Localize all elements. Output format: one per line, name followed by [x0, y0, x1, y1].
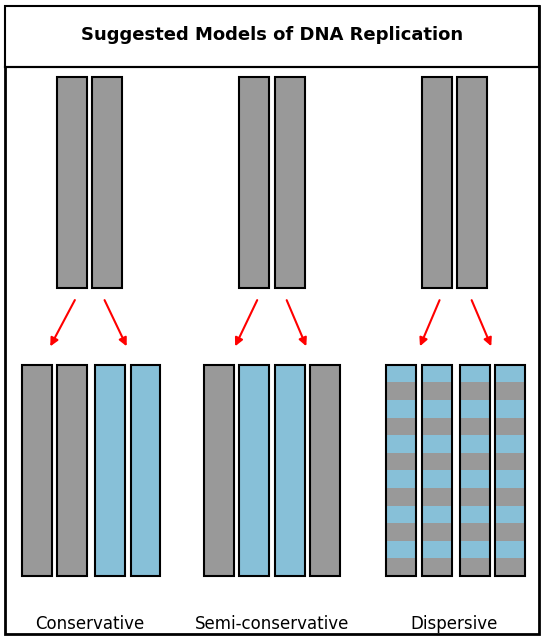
Bar — [386, 488, 416, 506]
Bar — [460, 383, 490, 400]
Bar — [457, 77, 487, 288]
Text: Semi-conservative: Semi-conservative — [195, 615, 349, 633]
Bar — [495, 488, 525, 506]
Bar — [131, 365, 160, 576]
Bar — [422, 418, 452, 435]
Text: Conservative: Conservative — [35, 615, 144, 633]
Bar — [495, 524, 525, 541]
Bar — [460, 453, 490, 470]
Bar — [422, 77, 452, 288]
Bar — [422, 558, 452, 576]
Text: Suggested Models of DNA Replication: Suggested Models of DNA Replication — [81, 26, 463, 44]
Bar — [460, 470, 490, 488]
Bar — [422, 383, 452, 400]
Bar — [386, 453, 416, 470]
Bar — [92, 77, 122, 288]
Bar — [460, 400, 490, 418]
Bar — [386, 365, 416, 576]
Bar — [460, 524, 490, 541]
Bar — [460, 488, 490, 506]
Bar — [460, 435, 490, 453]
Bar — [460, 365, 490, 383]
Bar — [495, 453, 525, 470]
Bar — [495, 506, 525, 524]
Bar — [495, 541, 525, 558]
Text: Dispersive: Dispersive — [411, 615, 498, 633]
Bar — [386, 558, 416, 576]
Bar — [495, 470, 525, 488]
Bar — [386, 365, 416, 383]
Bar — [386, 524, 416, 541]
Bar — [386, 400, 416, 418]
Bar — [495, 558, 525, 576]
Bar — [495, 435, 525, 453]
Bar — [495, 400, 525, 418]
Bar — [422, 541, 452, 558]
Bar — [422, 365, 452, 383]
Bar — [204, 365, 234, 576]
Bar — [495, 418, 525, 435]
Bar — [386, 435, 416, 453]
Bar — [495, 383, 525, 400]
Bar — [22, 365, 52, 576]
Bar — [310, 365, 340, 576]
Bar — [422, 453, 452, 470]
Bar — [460, 506, 490, 524]
Bar — [386, 383, 416, 400]
FancyBboxPatch shape — [5, 6, 539, 634]
Bar — [422, 470, 452, 488]
Bar — [275, 365, 305, 576]
Bar — [57, 365, 87, 576]
Bar — [422, 400, 452, 418]
Bar — [460, 558, 490, 576]
Bar — [495, 365, 525, 383]
Bar — [460, 418, 490, 435]
Bar — [422, 488, 452, 506]
Bar — [239, 77, 269, 288]
Bar — [422, 506, 452, 524]
Bar — [422, 435, 452, 453]
Bar — [495, 365, 525, 576]
Bar — [239, 365, 269, 576]
Bar — [422, 365, 452, 576]
Bar — [460, 365, 490, 576]
Bar — [386, 418, 416, 435]
FancyBboxPatch shape — [5, 6, 539, 67]
Bar — [386, 506, 416, 524]
Bar — [386, 541, 416, 558]
Bar — [275, 77, 305, 288]
Bar — [460, 541, 490, 558]
Bar — [422, 524, 452, 541]
Bar — [386, 470, 416, 488]
Bar — [57, 77, 87, 288]
Bar — [95, 365, 125, 576]
